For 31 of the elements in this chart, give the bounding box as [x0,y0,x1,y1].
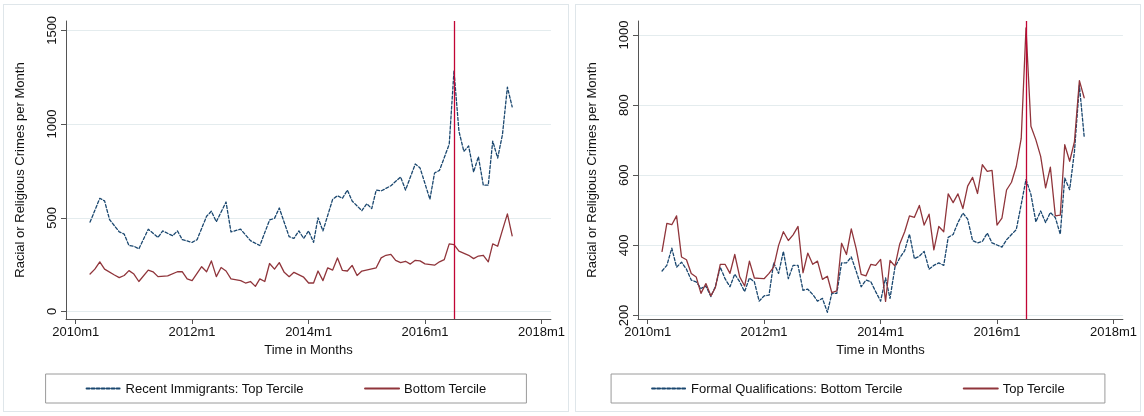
y-tick-label: 0 [44,307,59,316]
x-tick-label: 2018m1 [1090,324,1137,339]
y-tick-label: 800 [616,94,631,116]
x-tick-label: 2014m1 [857,324,905,339]
x-axis-title: Time in Months [264,341,354,357]
legend-label: Top Tercile [1002,381,1065,396]
line-series [89,70,513,250]
line-series [661,27,1085,303]
line-series [661,84,1085,313]
x-axis-title: Time in Months [836,341,926,357]
y-tick-label: 1500 [44,15,59,45]
y-tick-label: 1000 [616,20,631,50]
x-tick-label: 2012m1 [168,324,216,339]
x-tick-label: 2016m1 [401,324,449,339]
x-tick-label: 2016m1 [973,324,1021,339]
x-tick-label: 2014m1 [285,324,333,339]
y-tick-label: 1000 [44,109,59,139]
y-tick-label: 600 [616,164,631,187]
x-tick-label: 2012m1 [740,324,788,339]
x-tick-label: 2010m1 [624,324,672,339]
legend-label: Recent Immigrants: Top Tercile [125,381,304,396]
line-series [89,213,513,288]
x-tick-label: 2018m1 [518,324,565,339]
y-axis-title: Racial or Religious Crimes per Month [12,62,27,278]
legend-label: Bottom Tercile [404,381,487,396]
y-tick-label: 200 [616,304,631,327]
y-axis-title: Racial or Religious Crimes per Month [584,62,599,278]
y-tick-label: 400 [616,234,631,257]
y-tick-label: 500 [44,206,59,229]
legend-label: Formal Qualifications: Bottom Tercile [691,381,903,396]
x-tick-label: 2010m1 [52,324,100,339]
